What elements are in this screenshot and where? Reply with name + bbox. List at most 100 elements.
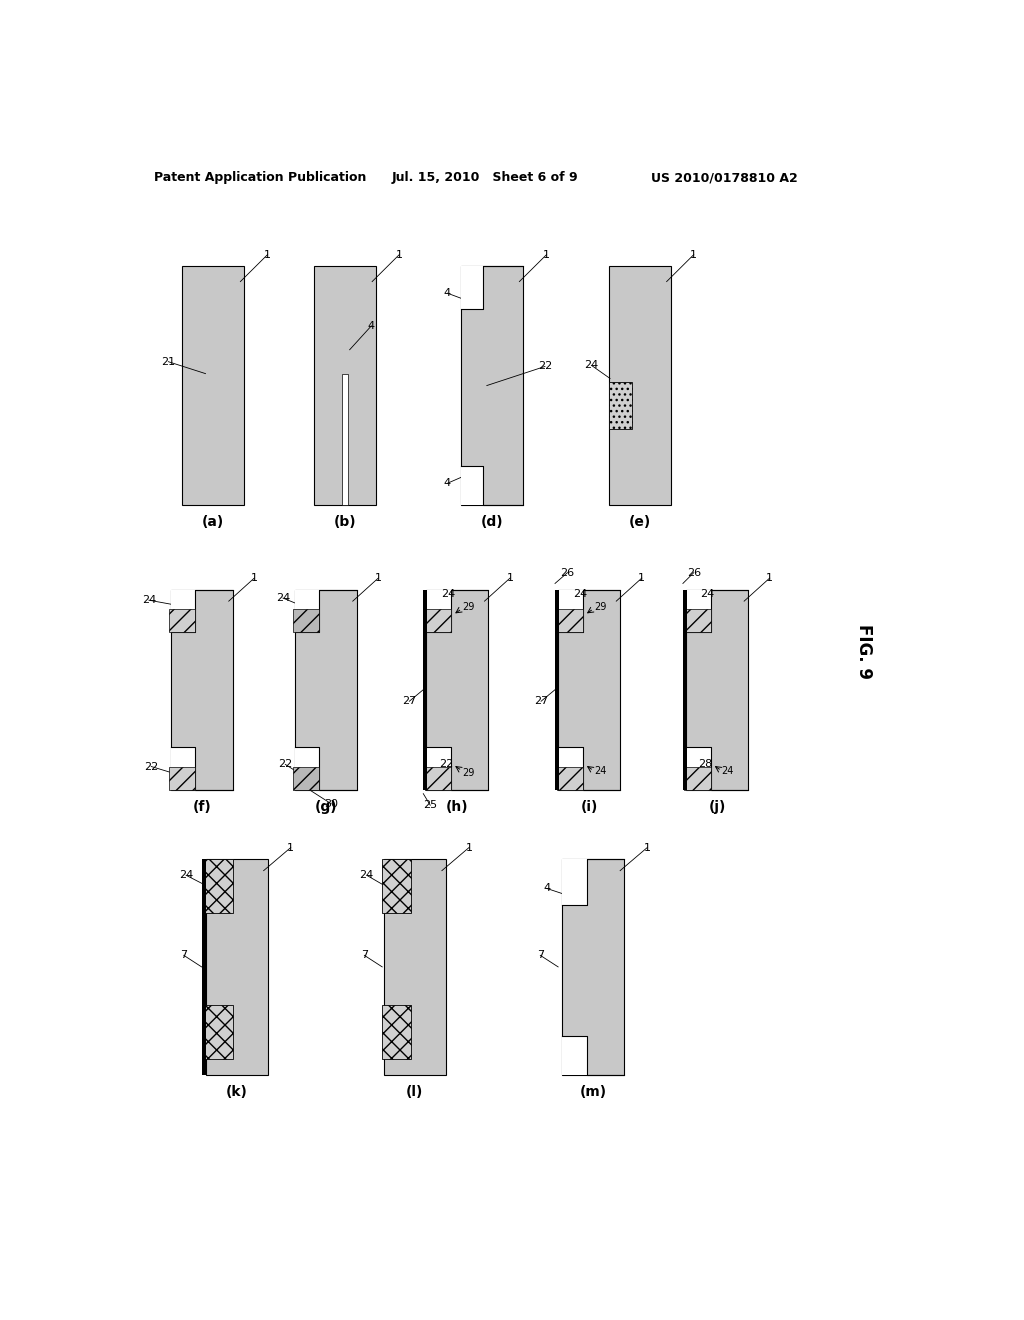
Bar: [204, 1006, 232, 1059]
Bar: [295, 590, 356, 789]
Bar: [384, 859, 445, 1074]
Bar: [295, 590, 319, 632]
Text: 24: 24: [572, 589, 587, 599]
Bar: [461, 267, 523, 506]
Text: 27: 27: [402, 696, 417, 706]
Text: (b): (b): [334, 515, 356, 529]
Bar: [684, 609, 711, 632]
Bar: [461, 466, 483, 506]
Text: (k): (k): [225, 1085, 248, 1098]
Bar: [686, 590, 748, 789]
Text: 21: 21: [161, 356, 175, 367]
Text: 28: 28: [698, 759, 713, 770]
Text: 24: 24: [700, 589, 715, 599]
Text: (d): (d): [481, 515, 504, 529]
Text: 30: 30: [324, 799, 338, 809]
Bar: [182, 267, 245, 506]
Bar: [555, 590, 559, 789]
Text: 4: 4: [543, 883, 550, 894]
Bar: [206, 859, 267, 1074]
Bar: [558, 590, 583, 632]
Text: 22: 22: [438, 759, 453, 770]
Text: 29: 29: [462, 768, 474, 777]
Bar: [202, 859, 206, 1074]
Bar: [425, 767, 452, 789]
Bar: [562, 859, 624, 1074]
Text: 7: 7: [360, 950, 368, 961]
Text: (e): (e): [629, 515, 650, 529]
Bar: [382, 859, 411, 913]
Text: (i): (i): [581, 800, 598, 813]
Bar: [558, 590, 621, 789]
Bar: [169, 767, 196, 789]
Text: FIG. 9: FIG. 9: [855, 624, 873, 678]
Text: 24: 24: [585, 360, 599, 371]
Bar: [426, 590, 452, 632]
Bar: [686, 590, 711, 632]
Text: 1: 1: [395, 249, 402, 260]
Bar: [557, 767, 583, 789]
Bar: [314, 267, 376, 506]
Bar: [425, 609, 452, 632]
Text: 24: 24: [179, 870, 194, 880]
Bar: [608, 267, 671, 506]
Text: 1: 1: [288, 842, 294, 853]
Bar: [562, 1036, 587, 1074]
Bar: [382, 1006, 411, 1059]
Text: 25: 25: [423, 800, 437, 810]
Text: 24: 24: [359, 870, 374, 880]
Text: 24: 24: [275, 593, 290, 603]
Text: 29: 29: [462, 602, 474, 611]
Bar: [608, 383, 632, 429]
Text: (j): (j): [709, 800, 726, 813]
Bar: [423, 590, 427, 789]
Bar: [169, 609, 196, 632]
Text: 22: 22: [538, 362, 552, 371]
Text: 1: 1: [375, 573, 382, 583]
Text: 1: 1: [264, 249, 271, 260]
Bar: [342, 374, 348, 506]
Text: 1: 1: [766, 573, 773, 583]
Text: 1: 1: [543, 249, 550, 260]
Text: 22: 22: [144, 762, 159, 771]
Text: 24: 24: [441, 589, 456, 599]
Bar: [204, 859, 232, 913]
Bar: [686, 747, 711, 789]
Text: 1: 1: [638, 573, 645, 583]
Text: Jul. 15, 2010   Sheet 6 of 9: Jul. 15, 2010 Sheet 6 of 9: [391, 172, 578, 185]
Bar: [562, 859, 587, 906]
Text: (g): (g): [314, 800, 337, 813]
Text: 24: 24: [722, 766, 734, 776]
Text: 1: 1: [644, 842, 650, 853]
Text: 24: 24: [594, 766, 606, 776]
Text: 24: 24: [141, 595, 156, 605]
Bar: [293, 609, 319, 632]
Text: (l): (l): [407, 1085, 424, 1098]
Bar: [295, 747, 319, 789]
Text: (f): (f): [193, 800, 211, 813]
Text: US 2010/0178810 A2: US 2010/0178810 A2: [651, 172, 798, 185]
Bar: [426, 590, 488, 789]
Text: 27: 27: [534, 696, 548, 706]
Text: 1: 1: [690, 249, 697, 260]
Bar: [461, 267, 483, 309]
Bar: [171, 590, 232, 789]
Text: 1: 1: [507, 573, 514, 583]
Text: 7: 7: [537, 950, 544, 961]
Bar: [171, 747, 196, 789]
Text: 1: 1: [251, 573, 258, 583]
Bar: [293, 767, 319, 789]
Text: 26: 26: [687, 568, 700, 578]
Text: (a): (a): [202, 515, 224, 529]
Text: 4: 4: [443, 288, 451, 298]
Bar: [426, 747, 452, 789]
Text: 26: 26: [560, 568, 574, 578]
Bar: [684, 767, 711, 789]
Text: 4: 4: [368, 321, 375, 331]
Bar: [557, 609, 583, 632]
Text: 22: 22: [279, 759, 293, 770]
Text: 4: 4: [443, 478, 451, 488]
Bar: [171, 590, 196, 632]
Bar: [558, 747, 583, 789]
Bar: [683, 590, 687, 789]
